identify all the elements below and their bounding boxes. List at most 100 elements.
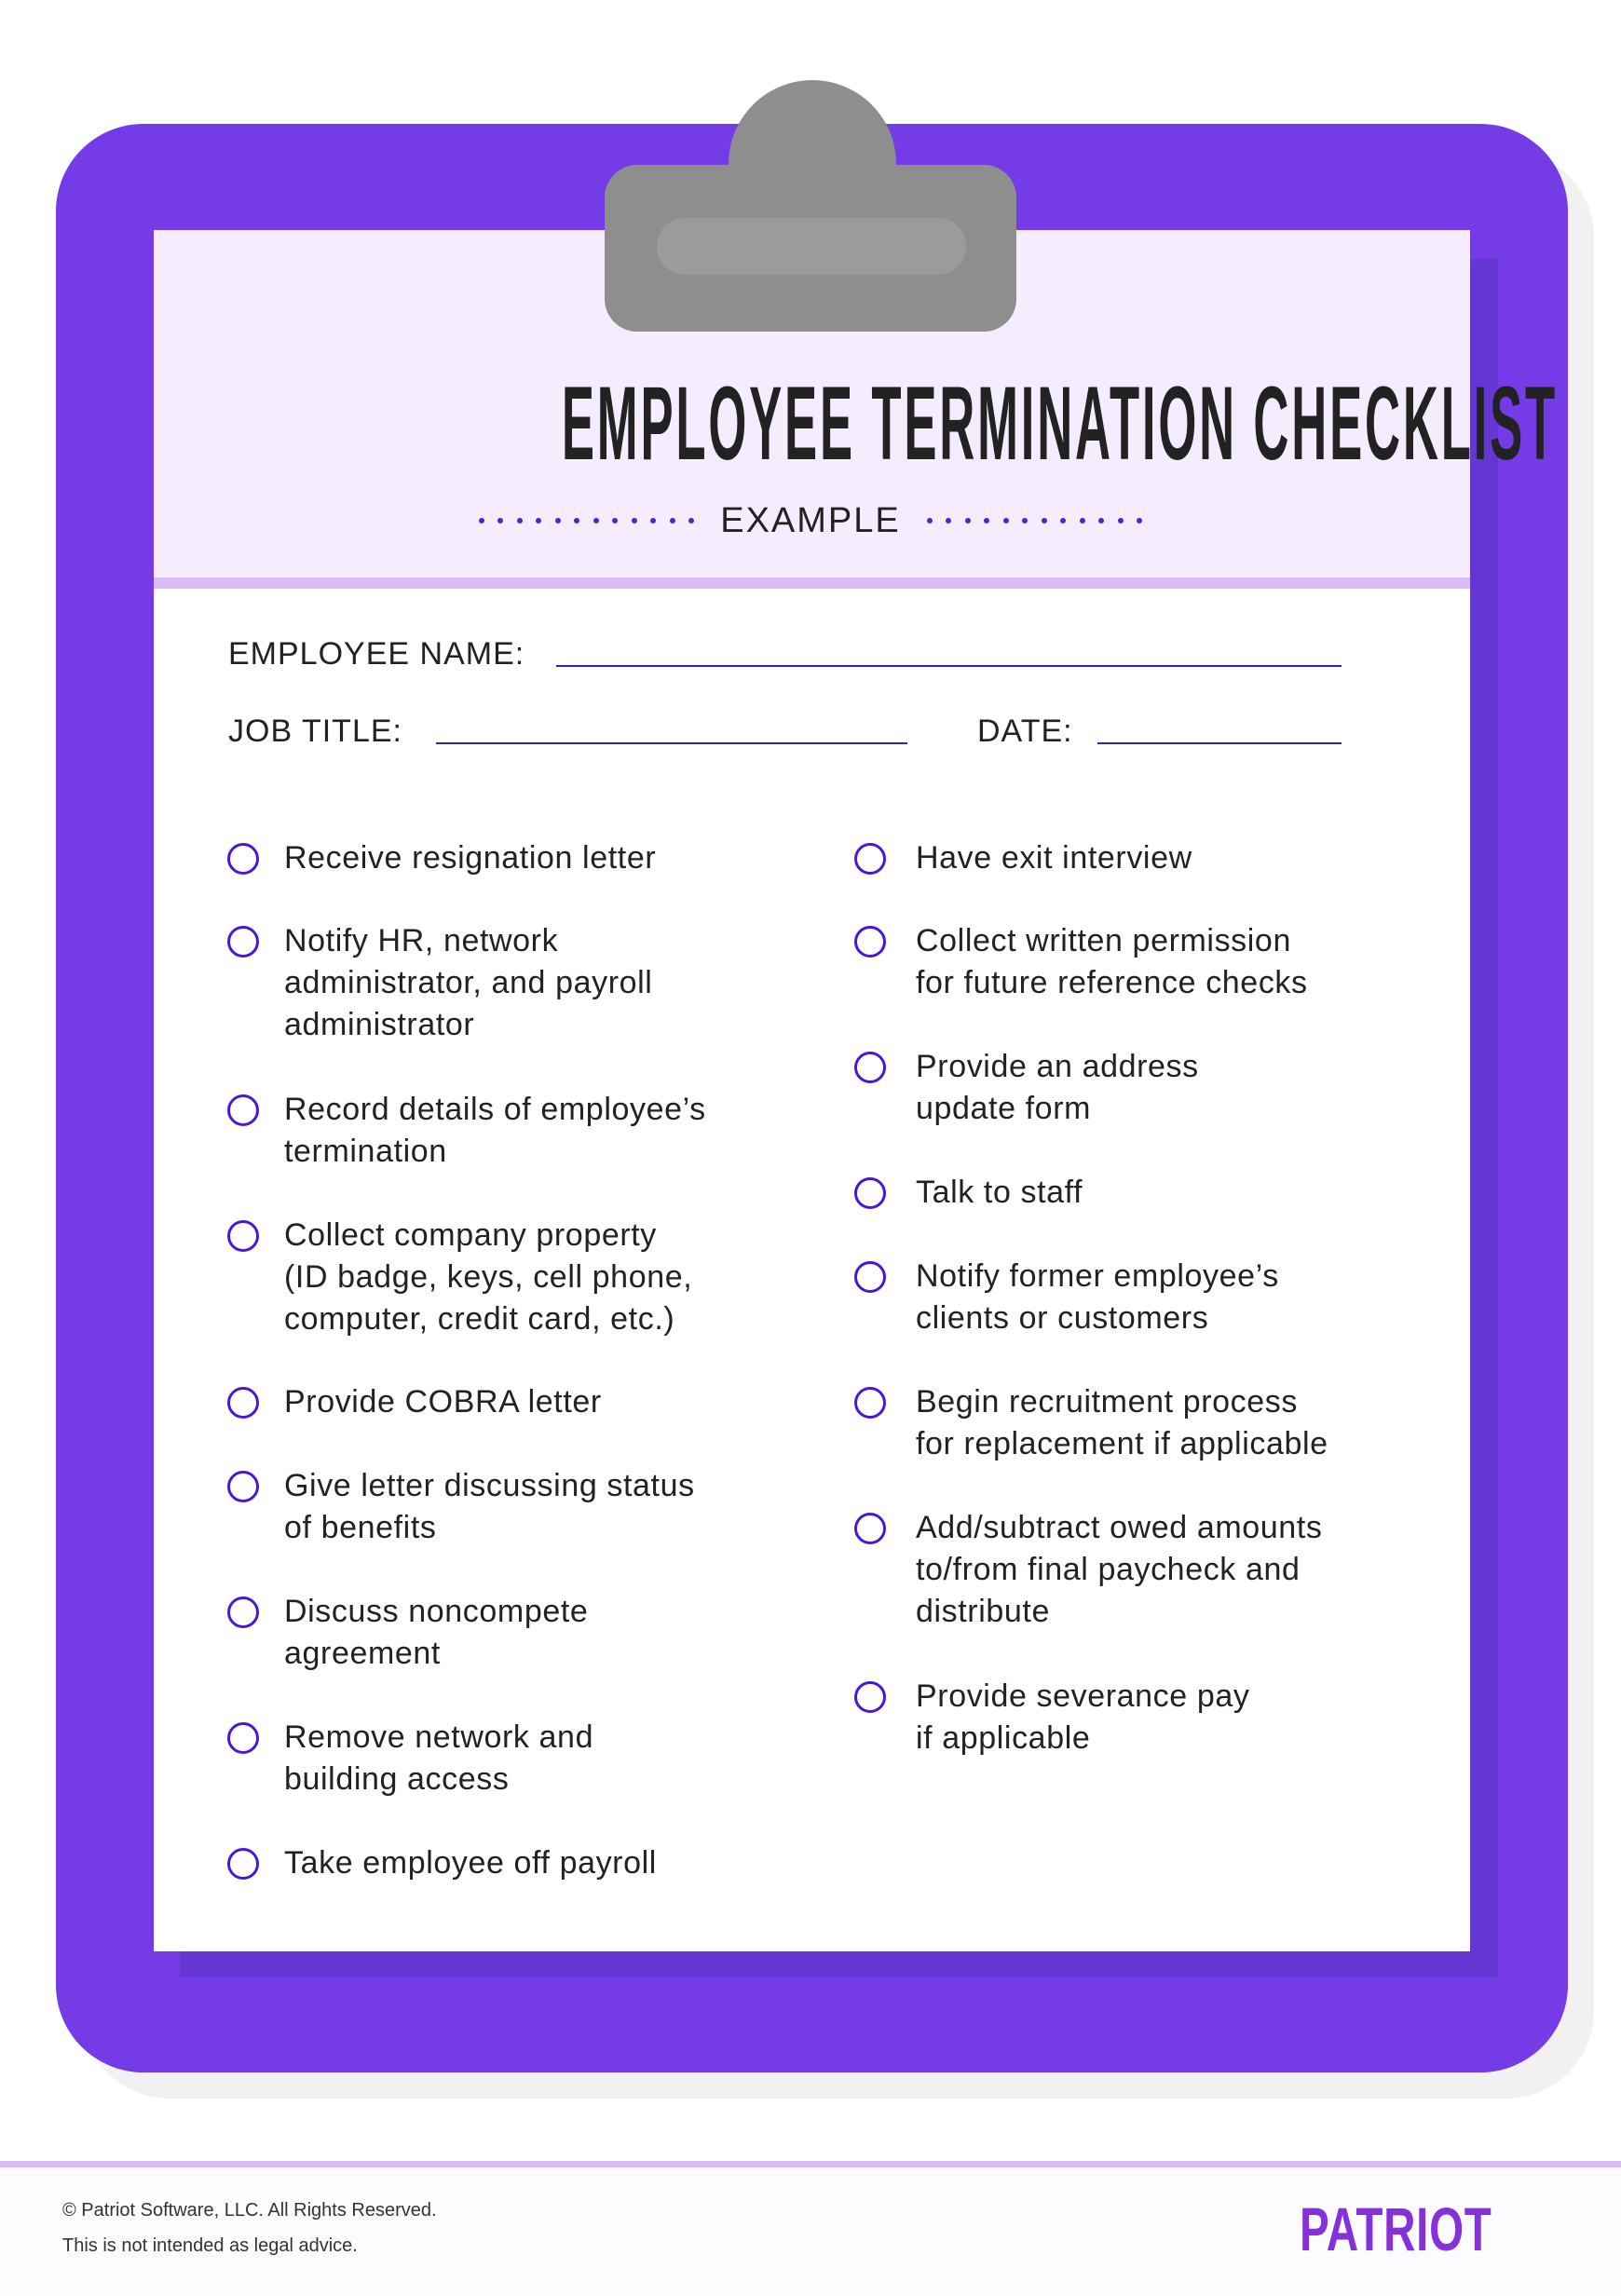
dotted-rule-left — [478, 518, 695, 523]
checkbox-circle[interactable] — [854, 926, 886, 958]
checklist-item-line: Discuss noncompete — [284, 1594, 589, 1629]
header-divider — [154, 577, 1470, 589]
disclaimer-text: This is not intended as legal advice. — [62, 2235, 358, 2256]
checkbox-circle[interactable] — [854, 1177, 886, 1209]
checklist-item-line: to/from final paycheck and — [916, 1552, 1301, 1587]
logo-text: PATRIOT — [1300, 2194, 1492, 2263]
checklist-item-line: Receive resignation letter — [284, 840, 657, 876]
checklist-item-line: computer, credit card, etc.) — [284, 1301, 675, 1337]
dot — [554, 518, 561, 523]
checklist-item-line: for replacement if applicable — [916, 1426, 1328, 1461]
checklist-item-label: Provide COBRA letter — [284, 1381, 602, 1423]
checklist-item-line: distribute — [916, 1594, 1050, 1629]
job-title-label: JOB TITLE: — [228, 713, 402, 749]
checklist-item-label: Notify HR, network administrator, and pay… — [284, 920, 652, 1046]
dot — [478, 518, 484, 523]
checklist-item-label: Discuss noncompete agreement — [284, 1591, 588, 1675]
dotted-rule-right — [926, 518, 1143, 523]
checklist-item-label: Add/subtract owed amounts to/from final p… — [916, 1507, 1322, 1633]
dot — [516, 518, 523, 523]
dot — [669, 518, 675, 523]
dot — [1002, 518, 1009, 523]
checkbox-circle[interactable] — [227, 1848, 259, 1880]
checklist-item-line: Collect company property — [284, 1217, 657, 1253]
checkbox-circle[interactable] — [227, 926, 259, 958]
checkbox-circle[interactable] — [854, 1261, 886, 1293]
subtitle-row: EXAMPLE — [0, 498, 1621, 543]
checkbox-circle[interactable] — [227, 1387, 259, 1419]
dot — [1098, 518, 1105, 523]
dot — [574, 518, 580, 523]
checklist-item-label: Talk to staff — [916, 1172, 1083, 1214]
checklist-item-line: Take employee off payroll — [284, 1845, 657, 1881]
checkbox-circle[interactable] — [227, 1596, 259, 1628]
checkbox-circle[interactable] — [227, 843, 259, 875]
dot — [612, 518, 619, 523]
checklist-item-label: Receive resignation letter — [284, 837, 656, 879]
job-title-field[interactable] — [436, 742, 907, 744]
checklist-item-line: of benefits — [284, 1510, 437, 1545]
checklist-item-line: building access — [284, 1761, 510, 1797]
dot — [984, 518, 990, 523]
dot — [1060, 518, 1067, 523]
checklist-item-line: Provide COBRA letter — [284, 1384, 602, 1420]
checklist-item-line: Notify HR, network — [284, 923, 559, 958]
checklist-item-label: Provide an address update form — [916, 1046, 1199, 1130]
dot — [497, 518, 504, 523]
checkbox-circle[interactable] — [854, 1681, 886, 1713]
checkbox-circle[interactable] — [854, 843, 886, 875]
clip-slot — [657, 218, 966, 275]
checkbox-circle[interactable] — [854, 1387, 886, 1419]
dot — [1041, 518, 1047, 523]
employee-name-field[interactable] — [556, 665, 1342, 667]
checklist-item-line: Provide severance pay — [916, 1678, 1250, 1714]
checkbox-circle[interactable] — [227, 1094, 259, 1126]
checklist-item-line: administrator, and payroll — [284, 965, 653, 1000]
checklist-item-label: Notify former employee’s clients or custo… — [916, 1256, 1279, 1339]
checkbox-circle[interactable] — [854, 1052, 886, 1083]
dot — [593, 518, 599, 523]
checklist-item-line: update form — [916, 1091, 1092, 1126]
checklist-item-label: Collect written permission for future ref… — [916, 920, 1308, 1004]
checklist-item-label: Have exit interview — [916, 837, 1192, 879]
checkbox-circle[interactable] — [227, 1722, 259, 1754]
dot — [926, 518, 933, 523]
copyright-text: © Patriot Software, LLC. All Rights Rese… — [62, 2200, 437, 2221]
checklist-item-line: Add/subtract owed amounts — [916, 1510, 1323, 1545]
page-title: EMPLOYEE TERMINATION CHECKLIST — [0, 368, 1621, 480]
subtitle: EXAMPLE — [720, 500, 901, 540]
footer-divider — [0, 2161, 1621, 2167]
date-field[interactable] — [1097, 742, 1342, 744]
checklist-item-line: for future reference checks — [916, 965, 1308, 1000]
checklist-item-line: Notify former employee’s — [916, 1258, 1279, 1294]
employee-name-label: EMPLOYEE NAME: — [228, 636, 525, 672]
date-label: DATE: — [977, 713, 1073, 749]
checklist-item-label: Remove network and building access — [284, 1717, 593, 1800]
checkbox-circle[interactable] — [227, 1220, 259, 1252]
checklist-paper — [154, 230, 1470, 1951]
dot — [1022, 518, 1028, 523]
checkbox-circle[interactable] — [854, 1513, 886, 1544]
patriot-logo: PATRIOT — [1300, 2196, 1567, 2262]
dot — [688, 518, 695, 523]
checklist-item-label: Give letter discussing status of benefits — [284, 1465, 695, 1549]
checklist-item-line: (ID badge, keys, cell phone, — [284, 1259, 693, 1295]
checklist-item-line: termination — [284, 1134, 447, 1169]
checklist-item-label: Collect company property (ID badge, keys,… — [284, 1215, 692, 1340]
dot — [631, 518, 637, 523]
page-title-text: EMPLOYEE TERMINATION CHECKLIST — [561, 365, 1559, 482]
checklist-item-line: if applicable — [916, 1720, 1091, 1756]
checklist-item-line: administrator — [284, 1007, 475, 1042]
checklist-item-line: clients or customers — [916, 1300, 1209, 1336]
checklist-item-line: Collect written permission — [916, 923, 1291, 958]
dot — [1137, 518, 1143, 523]
checklist-item-label: Record details of employee’s termination — [284, 1089, 706, 1173]
footer — [0, 2167, 1621, 2296]
checklist-item-label: Take employee off payroll — [284, 1842, 657, 1884]
dot — [1079, 518, 1085, 523]
checklist-item-line: Talk to staff — [916, 1175, 1083, 1210]
dot — [650, 518, 657, 523]
checkbox-circle[interactable] — [227, 1471, 259, 1502]
dot — [1117, 518, 1124, 523]
dot — [946, 518, 952, 523]
